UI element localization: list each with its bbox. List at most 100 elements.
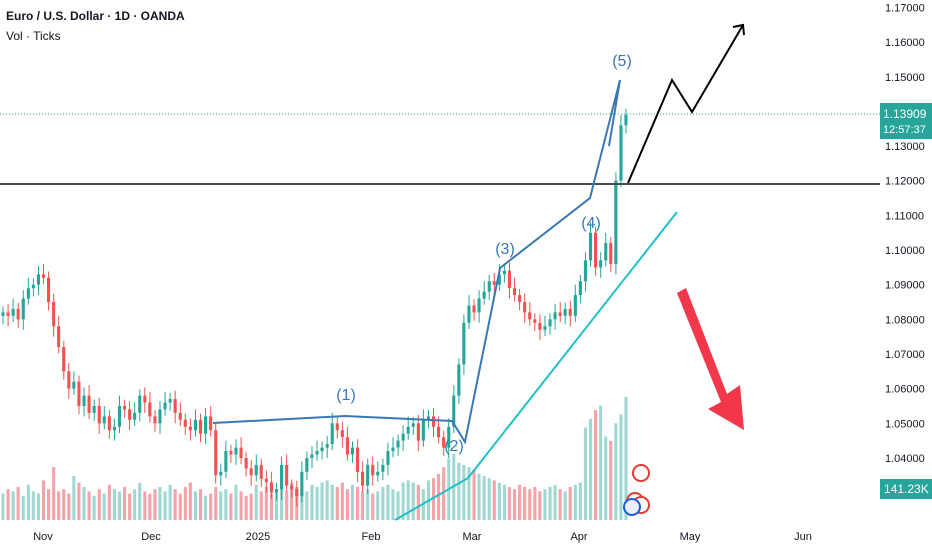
volume-bar: [578, 482, 582, 520]
time-tick-label: Feb: [362, 531, 381, 543]
volume-bar: [563, 491, 567, 520]
candle: [254, 454, 258, 482]
candle: [361, 461, 365, 492]
candle: [16, 302, 20, 328]
volume-bar: [168, 484, 172, 520]
candle: [315, 440, 319, 461]
candle: [72, 371, 76, 395]
volume-bar: [6, 489, 10, 520]
volume-bar: [472, 469, 476, 520]
candle: [219, 463, 223, 486]
wave-pattern-line[interactable]: [212, 79, 621, 445]
candle: [239, 437, 243, 465]
volume-bar: [133, 489, 137, 520]
support-line-lower[interactable]: [394, 477, 469, 521]
candle: [548, 313, 552, 335]
candle: [371, 456, 375, 486]
price-tick-label: 1.17000: [885, 3, 925, 15]
candle: [82, 387, 86, 417]
support-line-upper[interactable]: [467, 211, 678, 479]
volume-bar: [599, 405, 603, 520]
volume-bar: [345, 489, 349, 520]
time-tick-label: Apr: [570, 531, 587, 543]
volume-bar: [77, 482, 81, 520]
candle: [406, 416, 410, 440]
wave-label-5: (5): [612, 53, 632, 70]
volume-bar: [568, 487, 572, 520]
volume-bar: [107, 484, 111, 520]
volume-bar: [274, 489, 278, 520]
volume-bar: [335, 487, 339, 520]
volume-value: 141.23K: [884, 482, 929, 496]
price-axis[interactable]: 1.17000 1.16000 1.15000 1.13000 1.12000 1.110…: [885, 3, 925, 500]
volume-bar: [62, 489, 66, 520]
volume-bar: [416, 484, 420, 520]
candle: [523, 293, 527, 323]
volume-bar: [36, 493, 40, 520]
volume-bar: [239, 491, 243, 520]
candle: [295, 480, 299, 507]
candle: [538, 314, 542, 341]
volume-bar: [183, 487, 187, 520]
time-axis[interactable]: Nov Dec 2025 Feb Mar Apr May Jun: [33, 531, 812, 543]
candle: [234, 439, 238, 465]
candle: [290, 479, 294, 498]
candle: [67, 363, 71, 399]
volume-bar: [497, 482, 501, 520]
candle: [502, 264, 506, 283]
candle: [345, 426, 349, 461]
projection-arrow[interactable]: [627, 24, 744, 184]
wave-label-3: (3): [495, 241, 515, 258]
price-tick-label: 1.06000: [885, 384, 925, 396]
volume-bar: [224, 489, 228, 520]
candle: [183, 413, 187, 436]
price-tick-label: 1.09000: [885, 280, 925, 292]
volume-indicator-label[interactable]: Vol · Ticks: [6, 29, 61, 43]
candle: [442, 430, 446, 456]
volume-bar: [57, 491, 61, 520]
volume-bar: [87, 491, 91, 520]
volume-bar: [442, 467, 446, 520]
price-tick-label: 1.04000: [885, 453, 925, 465]
candle: [366, 458, 370, 494]
time-axis-bg: [0, 523, 880, 550]
volume-bar: [543, 489, 547, 520]
time-tick-label: Jun: [794, 531, 812, 543]
candle: [573, 284, 577, 323]
candle: [330, 412, 334, 451]
candle: [320, 441, 324, 460]
volume-bar: [92, 495, 96, 520]
volume-bar: [21, 495, 25, 520]
current-price-badge: 1.13909 12:57:37: [880, 103, 932, 139]
candle: [604, 232, 608, 267]
candle: [264, 470, 268, 493]
symbol-title[interactable]: Euro / U.S. Dollar · 1D · OANDA: [6, 9, 185, 23]
candle: [143, 387, 147, 413]
volume-bar: [315, 487, 319, 520]
candle: [619, 114, 623, 187]
candle: [589, 222, 593, 267]
volume-bar: [143, 491, 147, 520]
volume-bar: [507, 487, 511, 520]
candle: [300, 461, 304, 503]
candle: [244, 451, 248, 477]
candle: [11, 298, 15, 323]
candle: [42, 263, 46, 284]
volume-bar: [128, 493, 132, 520]
volume-bar: [123, 487, 127, 520]
volume-bar: [259, 491, 263, 520]
volume-bar: [209, 493, 213, 520]
price-tick-label: 1.11000: [885, 210, 924, 222]
candle: [148, 392, 152, 423]
down-arrow-icon[interactable]: [677, 288, 744, 430]
economic-events-icon[interactable]: [623, 464, 650, 516]
candle: [224, 440, 228, 478]
price-tick-label: 1.08000: [885, 314, 925, 326]
volume-bar: [386, 484, 390, 520]
volume-bar: [102, 493, 106, 520]
volume-bar: [214, 487, 218, 520]
countdown-timer: 12:57:37: [883, 124, 926, 136]
volume-badge: 141.23K: [880, 479, 932, 499]
